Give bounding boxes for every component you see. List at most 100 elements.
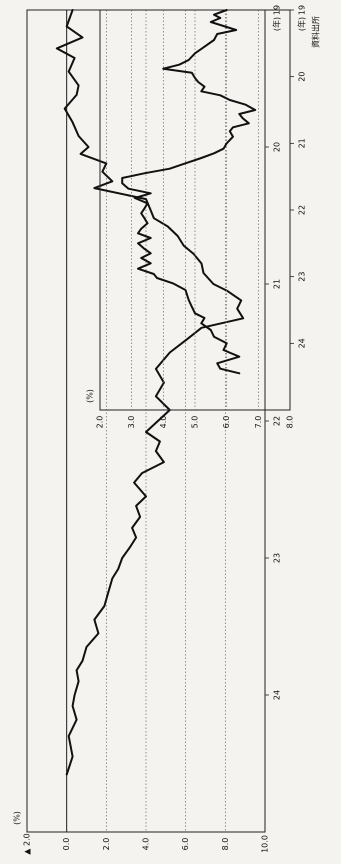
value-tick-label: 8.0 <box>286 416 295 429</box>
data-point <box>143 172 145 174</box>
data-point <box>222 25 225 27</box>
data-point <box>203 86 206 88</box>
data-point <box>210 329 212 331</box>
data-point <box>248 122 250 124</box>
data-point <box>149 208 151 210</box>
data-point <box>238 372 240 374</box>
data-point <box>200 90 202 92</box>
data-point <box>146 222 149 224</box>
chart-right: 2.0 3.0 4.0 5.0 6.0 7.0 8.0 19 20 21 22 23 24 (%) (年) 資… <box>86 5 321 428</box>
unit-label: (%) <box>86 389 95 403</box>
data-point <box>79 153 82 155</box>
data-point <box>159 440 161 443</box>
data-point <box>66 25 68 28</box>
data-point <box>81 36 84 39</box>
data-point <box>66 773 68 776</box>
data-point <box>143 208 145 210</box>
data-point <box>155 450 157 452</box>
value-tick-label: ▲ 2.0 <box>23 833 32 854</box>
data-point <box>140 257 142 259</box>
year-unit-label: (年) <box>297 17 307 31</box>
data-point <box>134 197 136 199</box>
data-point <box>75 669 78 671</box>
data-point <box>150 252 152 254</box>
data-point <box>72 9 74 11</box>
data-point <box>187 338 189 340</box>
data-point <box>105 162 107 165</box>
data-point <box>143 248 145 250</box>
data-point <box>213 14 215 16</box>
data-point <box>235 29 237 31</box>
data-point <box>139 516 141 518</box>
data-point <box>219 17 221 19</box>
data-point <box>85 646 88 648</box>
data-point <box>111 180 113 182</box>
data-point <box>72 121 74 123</box>
data-point <box>155 395 157 397</box>
year-tick-label: 24 <box>273 690 282 700</box>
data-point <box>184 162 187 164</box>
data-point <box>229 99 231 101</box>
data-point <box>97 632 99 634</box>
data-point <box>68 735 70 737</box>
data-point <box>241 117 244 119</box>
data-point <box>77 680 80 682</box>
data-point <box>93 187 96 189</box>
data-point <box>77 135 80 137</box>
data-point <box>245 104 247 106</box>
data-point <box>194 77 196 79</box>
data-point <box>141 472 143 474</box>
data-point <box>172 282 174 284</box>
data-point <box>121 177 123 179</box>
data-point <box>111 577 113 580</box>
data-point <box>232 136 234 138</box>
data-point <box>229 130 231 132</box>
data-point <box>203 46 206 48</box>
data-point <box>145 198 147 200</box>
data-point <box>226 142 228 144</box>
data-point <box>212 283 215 285</box>
year-tick-label: 20 <box>298 72 307 82</box>
data-point <box>213 39 215 41</box>
data-point <box>169 351 171 354</box>
data-point <box>137 232 139 234</box>
data-point <box>184 289 187 291</box>
data-point <box>153 217 155 219</box>
data-point <box>127 188 130 190</box>
data-point <box>193 253 195 255</box>
data-point <box>129 546 131 548</box>
data-point <box>145 495 147 497</box>
year-unit-label: (年) <box>272 17 282 31</box>
data-point <box>131 527 133 529</box>
data-point <box>150 262 152 264</box>
data-point <box>219 94 221 96</box>
data-point <box>167 225 169 228</box>
data-point <box>56 47 58 49</box>
data-point <box>200 157 202 159</box>
data-point <box>222 148 225 150</box>
data-point <box>194 52 196 54</box>
value-tick-label: 7.0 <box>254 416 263 429</box>
data-point <box>197 81 199 83</box>
data-point <box>72 756 74 758</box>
data-point <box>226 342 228 344</box>
data-point <box>162 68 164 70</box>
data-point <box>219 368 221 370</box>
data-point <box>140 212 142 214</box>
data-point <box>74 694 76 696</box>
data-point <box>191 72 193 74</box>
data-point <box>213 336 215 338</box>
data-point <box>81 660 84 662</box>
data-point <box>103 605 105 607</box>
source-footnote: 資料出所 <box>311 16 321 48</box>
data-point <box>137 242 139 244</box>
value-tick-label: 2.0 <box>102 838 111 851</box>
data-point <box>121 182 123 184</box>
year-tick-label: 21 <box>273 279 282 289</box>
data-point <box>107 591 109 593</box>
data-point <box>143 217 145 219</box>
value-tick-label: 8.0 <box>221 838 230 851</box>
data-point <box>203 317 206 319</box>
data-point <box>74 57 76 59</box>
